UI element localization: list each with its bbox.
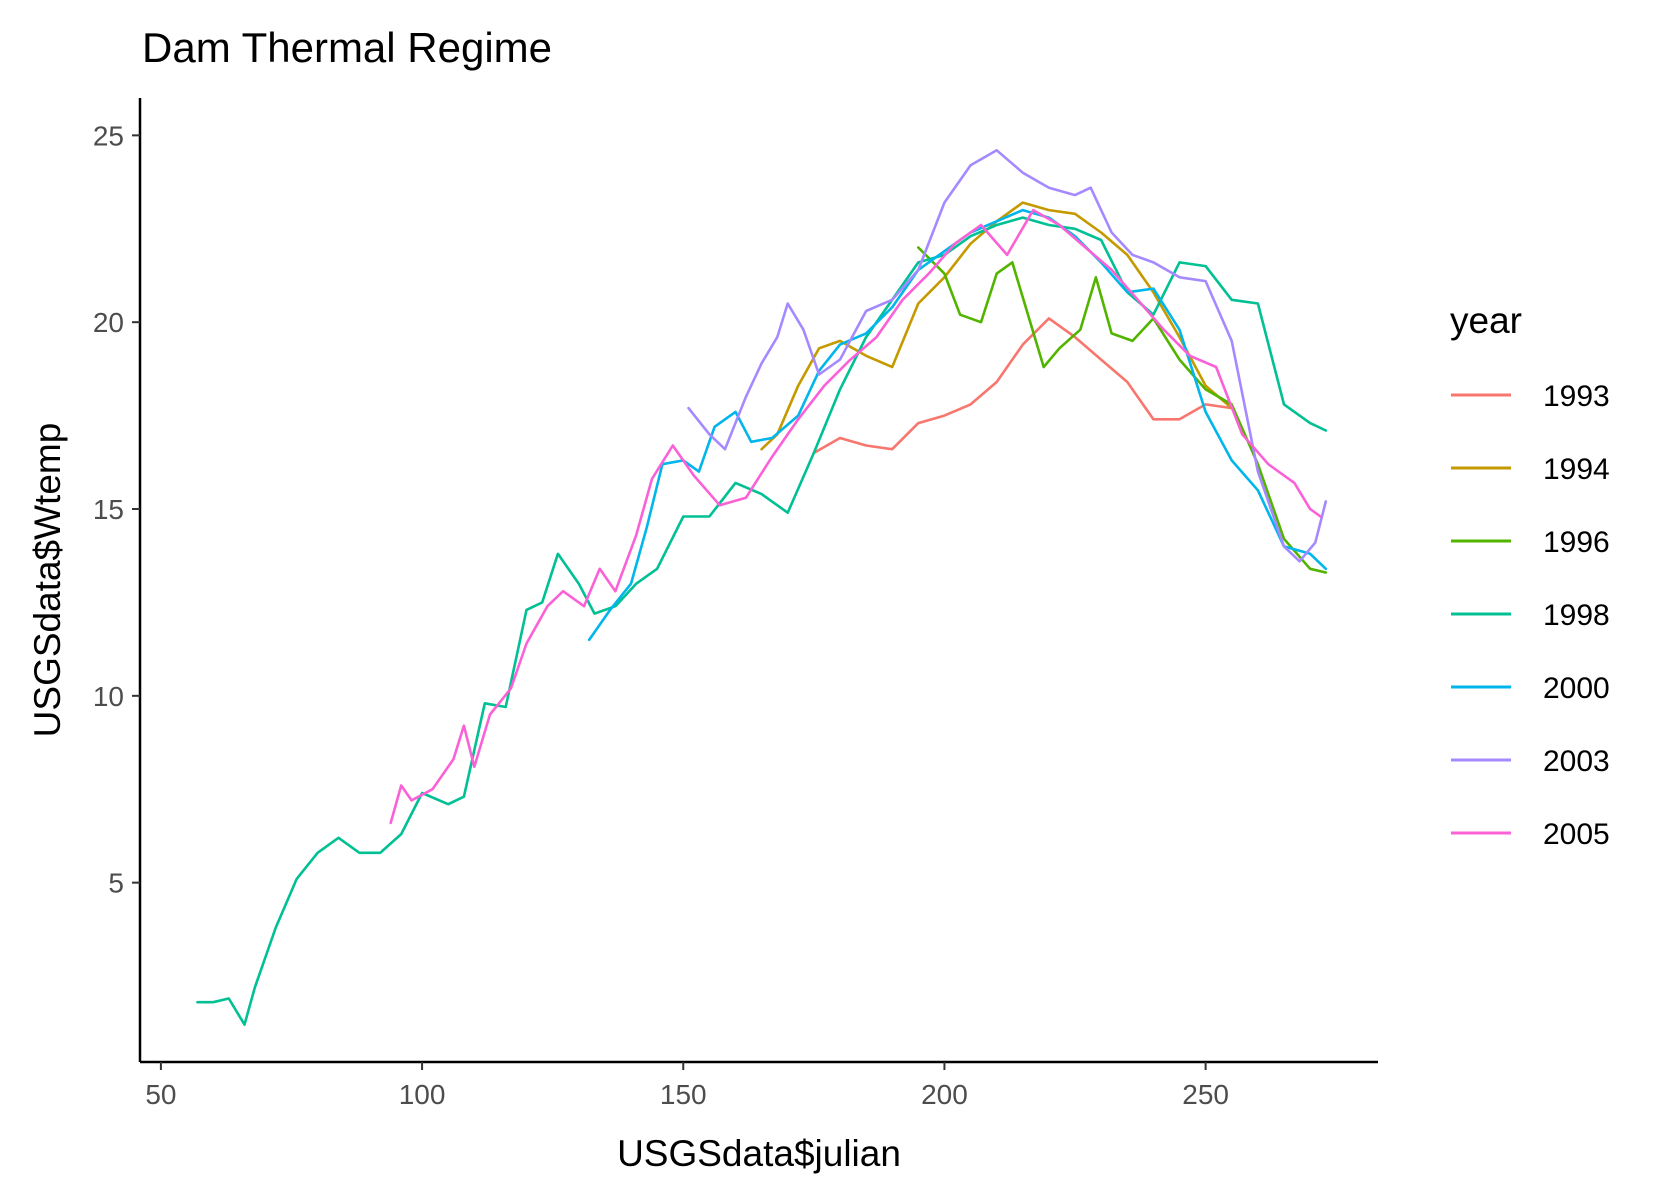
legend-label: 1994 xyxy=(1543,453,1610,486)
y-axis-title: USGSdata$Wtemp xyxy=(27,423,68,738)
legend-items: 1993 1994 1996 1998 2000 2003 2005 xyxy=(1451,380,1610,851)
series-line-1994 xyxy=(760,201,1233,451)
y-tick-label: 10 xyxy=(93,681,124,712)
x-axis-title: USGSdata$julian xyxy=(617,1133,901,1174)
legend-label: 2003 xyxy=(1543,745,1610,778)
x-tick-label: 100 xyxy=(399,1079,446,1110)
x-tick-label: 200 xyxy=(921,1079,968,1110)
legend-label: 1996 xyxy=(1543,526,1610,559)
legend: year 1993 1994 1996 1998 2000 2003 2005 xyxy=(1450,300,1610,851)
legend-label: 2005 xyxy=(1543,818,1610,851)
x-axis-ticks: 50 100 150 200 250 xyxy=(145,1062,1229,1110)
series-line-1996 xyxy=(917,246,1328,574)
series-line-1998 xyxy=(196,216,1328,1026)
plot-area xyxy=(138,98,1378,1064)
legend-title: year xyxy=(1450,300,1522,341)
x-tick-label: 50 xyxy=(145,1079,176,1110)
y-tick-label: 20 xyxy=(93,307,124,338)
chart-title: Dam Thermal Regime xyxy=(142,24,552,71)
y-axis-ticks: 5 10 15 20 25 xyxy=(93,120,140,899)
y-tick-label: 15 xyxy=(93,494,124,525)
y-tick-label: 5 xyxy=(108,868,124,899)
x-tick-label: 250 xyxy=(1182,1079,1229,1110)
legend-label: 1993 xyxy=(1543,380,1610,413)
legend-label: 2000 xyxy=(1543,672,1610,705)
y-tick-label: 25 xyxy=(93,120,124,151)
series-line-2005 xyxy=(389,208,1322,825)
series-layer xyxy=(196,149,1328,1026)
series-line-2003 xyxy=(687,149,1328,563)
series-line-1993 xyxy=(812,317,1233,455)
legend-label: 1998 xyxy=(1543,599,1610,632)
x-tick-label: 150 xyxy=(660,1079,707,1110)
